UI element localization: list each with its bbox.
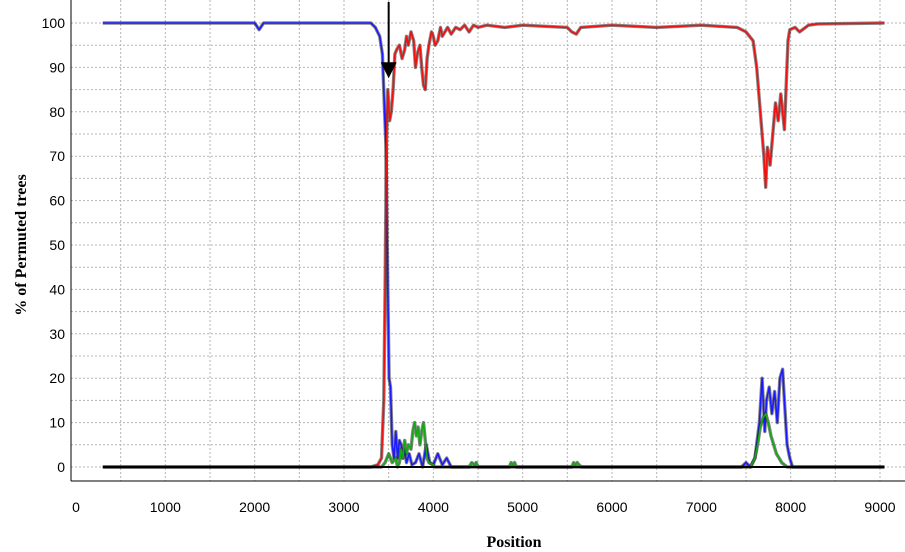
- y-tick-label: 90: [49, 59, 65, 75]
- y-axis-title: % of Permuted trees: [13, 174, 30, 315]
- series-line: [102, 412, 885, 468]
- x-axis-title: Position: [486, 534, 541, 551]
- y-tick-label: 60: [49, 193, 65, 209]
- x-tick-label: 6000: [596, 499, 627, 515]
- x-tick-label: 3000: [328, 499, 359, 515]
- x-tick-label: 0: [72, 499, 80, 515]
- x-tick-label: 2000: [239, 499, 270, 515]
- y-tick-label: 10: [49, 415, 65, 431]
- x-tick-label: 7000: [686, 499, 717, 515]
- tick-labels: 0 1000 2000 3000 4000 5000 6000 7000 8000 9000 0 10…: [42, 15, 896, 515]
- y-tick-label: 70: [49, 148, 65, 164]
- plot-area: [71, 0, 905, 481]
- x-tick-label: 1000: [150, 499, 181, 515]
- axes: [70, 0, 905, 482]
- y-tick-label: 50: [49, 237, 65, 253]
- y-tick-label: 30: [49, 326, 65, 342]
- y-tick-label: 20: [49, 370, 65, 386]
- series-layer: [102, 21, 885, 469]
- x-tick-label: 9000: [864, 499, 895, 515]
- y-tick-label: 0: [57, 459, 65, 475]
- x-tick-label: 8000: [775, 499, 806, 515]
- y-tick-label: 80: [49, 104, 65, 120]
- y-tick-label: 100: [42, 15, 66, 31]
- x-tick-label: 4000: [418, 499, 449, 515]
- x-tick-label: 5000: [507, 499, 538, 515]
- y-tick-label: 40: [49, 281, 65, 297]
- series-line: [102, 22, 885, 468]
- arrow-head-icon: [380, 62, 397, 79]
- annotations: [380, 2, 397, 79]
